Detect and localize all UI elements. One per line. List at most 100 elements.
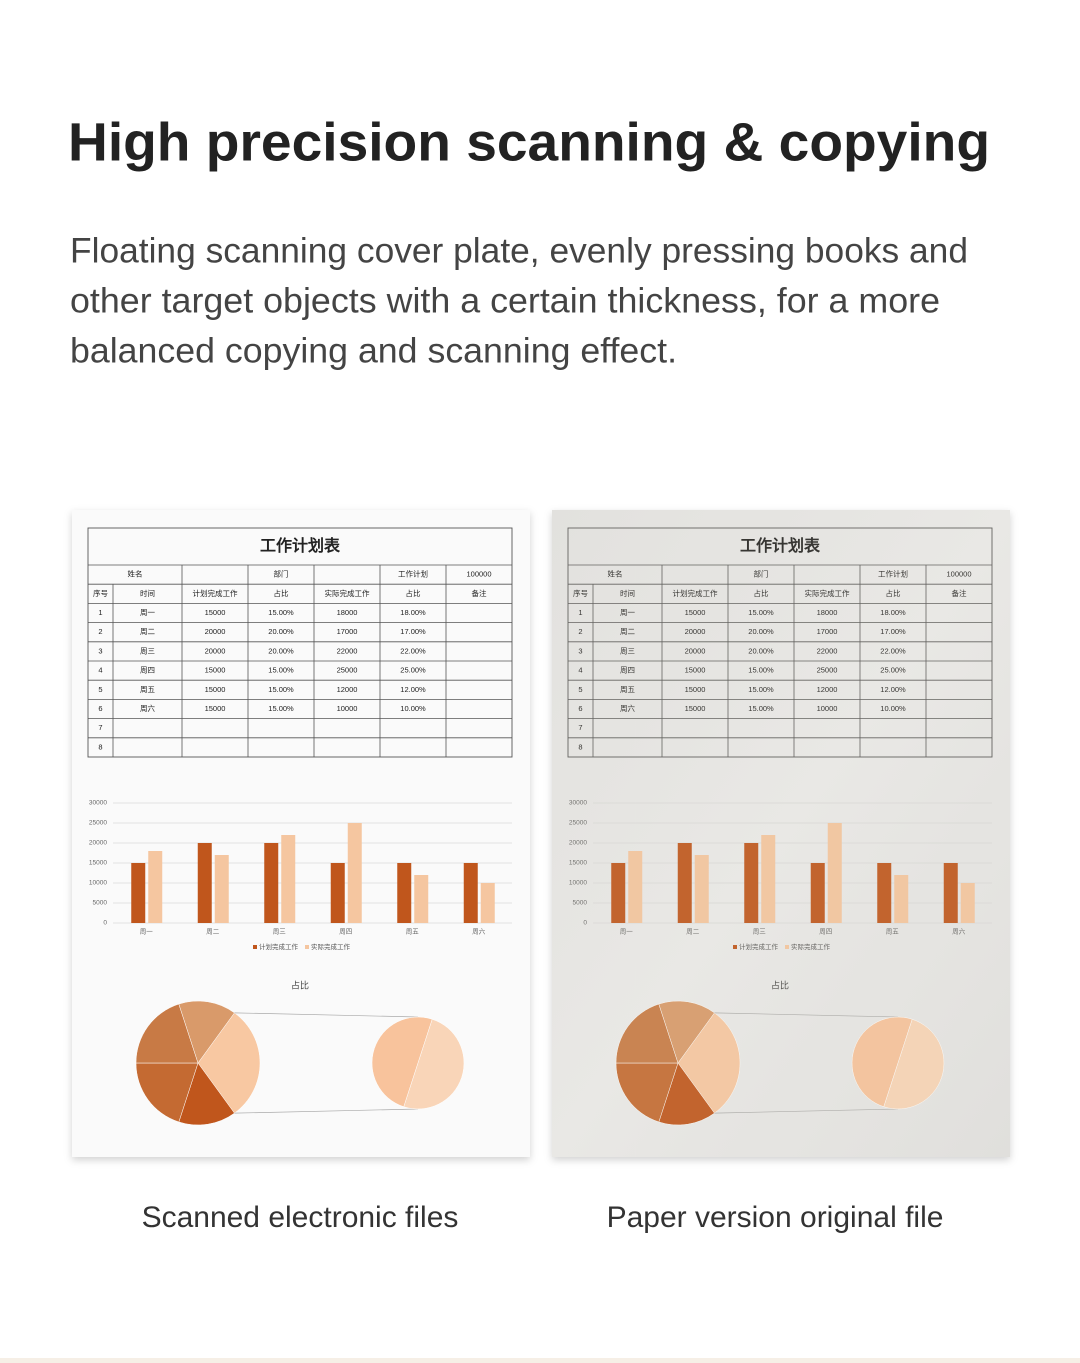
cell-text: 12.00% [400,685,426,694]
cell-text: 7 [578,723,582,732]
cell-text: 20000 [205,627,226,636]
cell-text: 1 [98,608,102,617]
cell-text: 15000 [685,608,706,617]
bar [960,883,975,923]
pie-slice [615,1003,679,1064]
bar [264,843,279,923]
cell-text: 18000 [337,608,358,617]
cell-text: 22000 [337,646,358,655]
y-tick-label: 15000 [89,860,107,867]
pie-slice [135,1003,199,1064]
panel-caption: Scanned electronic files [142,1201,459,1234]
cell-text: 工作计划 [398,569,428,579]
cell-text: 15.00% [268,666,294,675]
column-header: 时间 [620,588,635,598]
column-header: 备注 [472,588,487,598]
cell-text: 3 [578,646,582,655]
column-header: 备注 [952,588,967,598]
cell-text: 17.00% [400,627,426,636]
cell-text: 姓名 [608,569,623,579]
y-tick-label: 25000 [89,820,107,827]
cell-text: 17000 [337,627,358,636]
x-tick-label: 周四 [819,928,832,936]
cell-text: 15.00% [268,685,294,694]
cell-text: 15.00% [748,685,774,694]
cell-text: 20000 [685,646,706,655]
legend-label: 实际完成工作 [791,942,831,951]
cell-text: 15000 [685,685,706,694]
column-header: 占比 [886,588,901,598]
paper-tint [552,510,1010,1157]
cell-text: 12000 [817,685,838,694]
cell-text: 18.00% [880,608,906,617]
x-tick-label: 周六 [472,927,486,936]
pie-slice-other [197,1012,261,1114]
bar [761,835,776,923]
cell-text: 周六 [140,703,155,713]
cell-text: 2 [578,627,582,636]
secondary-pie-slice [371,1016,433,1108]
y-tick-label: 10000 [89,880,107,887]
secondary-pie-slice [403,1018,465,1110]
y-tick-label: 25000 [569,820,587,827]
pie-slice [178,1000,235,1064]
bar [463,863,478,923]
cell-text: 25000 [337,666,358,675]
cell-text: 20.00% [748,627,774,636]
panel-caption: Paper version original file [607,1201,944,1234]
cell-text: 周四 [620,666,635,675]
legend-swatch [253,945,257,949]
legend-swatch [305,945,309,949]
y-tick-label: 15000 [569,860,587,867]
cell-text: 周三 [140,646,155,655]
column-header: 序号 [93,588,108,598]
cell-text: 15000 [205,608,226,617]
y-tick-label: 20000 [569,840,587,847]
y-tick-label: 0 [583,920,587,927]
column-header: 序号 [573,588,588,598]
cell-text: 100000 [466,570,491,579]
cell-text: 8 [578,742,582,751]
y-tick-label: 30000 [569,800,587,807]
table-frame [87,527,513,758]
cell-text: 15.00% [748,666,774,675]
cell-text: 6 [578,704,582,713]
y-tick-label: 30000 [89,800,107,807]
cell-text: 25.00% [400,666,426,675]
cell-text: 1 [578,608,582,617]
y-tick-label: 20000 [89,840,107,847]
pie-title: 占比 [291,979,309,990]
bar [943,863,958,923]
x-tick-label: 周一 [620,928,634,936]
cell-text: 7 [98,723,102,732]
table-title: 工作计划表 [260,536,341,555]
secondary-pie-slice [883,1018,945,1110]
pie-connector [234,1012,419,1018]
cell-text: 周一 [620,608,635,617]
column-header: 时间 [140,588,155,598]
pie-connector [714,1108,899,1114]
bar [414,875,429,923]
cell-text: 周三 [620,646,635,655]
cell-text: 20000 [205,646,226,655]
column-header: 实际完成工作 [805,588,850,598]
cell-text: 25000 [817,666,838,675]
cell-text: 15000 [205,685,226,694]
cell-text: 17000 [817,627,838,636]
cell-text: 5 [98,685,102,694]
cell-text: 17.00% [880,627,906,636]
cell-text: 12000 [337,685,358,694]
page-title: High precision scanning & copying [68,112,990,172]
pie-slice [658,1000,715,1064]
cell-text: 12.00% [880,685,906,694]
cell-text: 15000 [205,704,226,713]
bar [827,823,842,923]
cell-text: 周一 [140,608,155,617]
bar [131,863,146,923]
x-tick-label: 周三 [753,928,767,936]
pie-slice [135,1062,199,1123]
legend-label: 实际完成工作 [311,942,351,951]
bar [330,863,345,923]
pie-slice [658,1062,715,1126]
column-header: 占比 [274,588,289,598]
